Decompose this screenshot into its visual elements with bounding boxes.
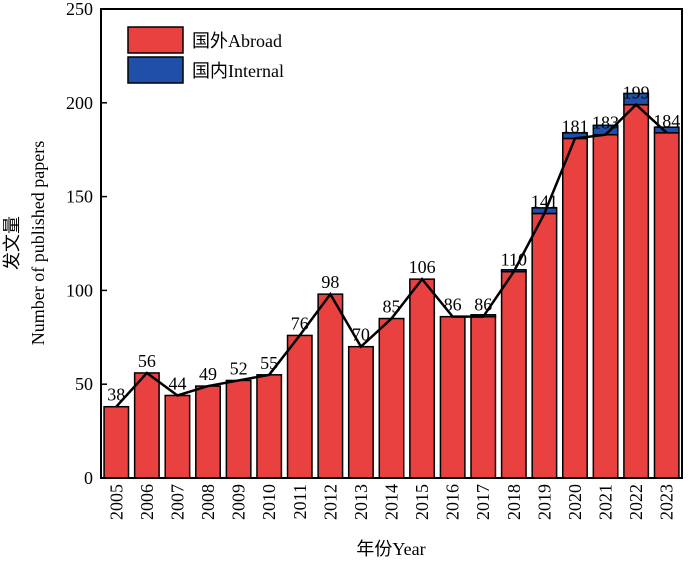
y-tick-label: 50 (75, 374, 93, 394)
data-label: 184 (653, 111, 680, 131)
data-label: 49 (199, 364, 217, 384)
x-tick-label: 2006 (137, 484, 157, 520)
y-tick-label: 150 (66, 187, 93, 207)
x-tick-label: 2010 (259, 484, 279, 520)
data-label: 98 (321, 272, 339, 292)
x-tick-label: 2023 (657, 484, 677, 520)
data-label: 181 (561, 116, 588, 136)
x-tick-label: 2020 (565, 484, 585, 520)
data-label: 141 (531, 191, 558, 211)
y-axis-title: 发文量 (2, 216, 22, 270)
bar (653, 126, 680, 134)
y-tick-label: 200 (66, 93, 93, 113)
bar (256, 374, 283, 479)
bar (164, 394, 191, 479)
bar (378, 317, 405, 479)
bar (592, 133, 619, 479)
data-label: 106 (409, 257, 436, 277)
legend-label: 国内Internal (192, 61, 284, 81)
data-label: 70 (352, 325, 370, 345)
data-label: 199 (623, 83, 650, 103)
bar (133, 372, 160, 479)
x-tick-label: 2018 (504, 484, 524, 520)
data-label: 86 (474, 295, 492, 315)
x-tick-label: 2012 (320, 484, 340, 520)
bar (531, 212, 558, 479)
y-tick-label: 100 (66, 280, 93, 300)
bar (103, 405, 130, 479)
x-tick-label: 2017 (473, 484, 493, 520)
data-label: 44 (168, 373, 186, 393)
bar (623, 103, 650, 479)
data-label: 183 (592, 113, 619, 133)
data-label: 52 (230, 358, 248, 378)
data-label: 85 (383, 297, 401, 317)
bar (225, 379, 252, 479)
x-axis-title: 年份Year (356, 539, 425, 559)
legend-swatch (127, 56, 184, 84)
x-tick-label: 2005 (106, 484, 126, 520)
bar (500, 270, 527, 479)
x-tick-label: 2016 (443, 484, 463, 520)
data-label: 86 (444, 295, 462, 315)
x-tick-label: 2021 (596, 484, 616, 520)
bar (195, 385, 222, 479)
x-tick-label: 2022 (626, 484, 646, 520)
x-tick-label: 2011 (290, 484, 310, 519)
x-tick-label: 2008 (198, 484, 218, 520)
data-label: 56 (138, 351, 156, 371)
x-tick-label: 2009 (229, 484, 249, 520)
x-tick-label: 2014 (382, 484, 402, 520)
y-tick-label: 250 (66, 0, 93, 19)
x-tick-label: 2007 (167, 484, 187, 520)
legend-label: 国外Abroad (192, 31, 282, 51)
data-label: 76 (291, 313, 309, 333)
data-label: 110 (501, 250, 527, 270)
x-tick-label: 2013 (351, 484, 371, 520)
bar (470, 315, 497, 479)
trend-line (115, 102, 668, 408)
bar (409, 278, 436, 479)
y-tick-label: 0 (84, 468, 93, 488)
y-axis-title: Number of published papers (28, 141, 48, 345)
bar (286, 334, 313, 479)
plot-frame (100, 8, 683, 479)
bar (317, 293, 344, 479)
x-tick-label: 2015 (412, 484, 432, 520)
bar (347, 345, 374, 479)
bar (439, 315, 466, 479)
data-label: 55 (260, 353, 278, 373)
bar (653, 132, 680, 479)
legend-swatch (127, 26, 184, 54)
data-label: 38 (107, 385, 125, 405)
bar (561, 137, 588, 479)
x-tick-label: 2019 (534, 484, 554, 520)
